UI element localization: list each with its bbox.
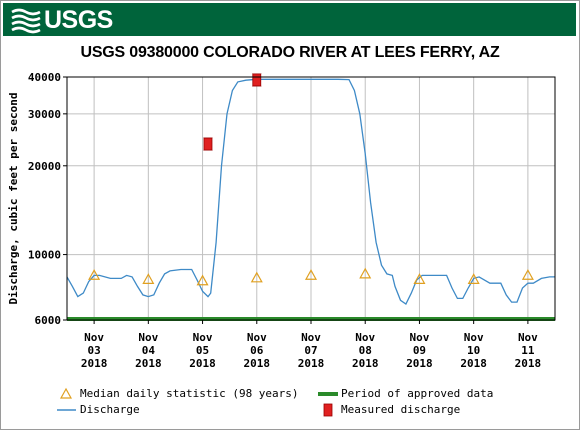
x-tick-label: 2018 <box>352 357 379 370</box>
median-daily-marker <box>250 271 263 283</box>
legend-label-approved: Period of approved data <box>341 387 494 400</box>
legend-median-icon <box>59 387 73 399</box>
median-daily-marker <box>413 273 426 284</box>
x-tick-label: 2018 <box>81 357 108 370</box>
y-tick-label: 20000 <box>28 160 61 173</box>
x-tick-label: 2018 <box>515 357 542 370</box>
legend-label-measured: Measured discharge <box>341 403 461 416</box>
x-tick-label: 06 <box>250 344 264 357</box>
x-tick-label: Nov <box>247 331 267 344</box>
x-tick-label: 09 <box>413 344 426 357</box>
median-daily-marker <box>359 267 372 279</box>
median-daily-marker <box>196 274 209 286</box>
x-tick-label: 10 <box>467 344 480 357</box>
x-tick-label: 03 <box>87 344 100 357</box>
legend-measured-icon <box>323 403 333 417</box>
median-daily-marker <box>304 268 318 280</box>
y-tick-label: 10000 <box>28 249 61 262</box>
x-tick-label: 08 <box>359 344 372 357</box>
x-tick-label: Nov <box>355 331 375 344</box>
x-tick-label: 2018 <box>298 357 325 370</box>
x-tick-label: 2018 <box>189 357 216 370</box>
legend-label-median: Median daily statistic (98 years) <box>80 387 299 400</box>
x-tick-label: Nov <box>464 331 484 344</box>
usgs-banner: USGS <box>3 3 576 36</box>
x-tick-label: Nov <box>138 331 158 344</box>
median-daily-marker <box>88 268 101 280</box>
x-tick-label: Nov <box>301 331 321 344</box>
x-tick-label: 2018 <box>406 357 433 370</box>
median-daily-marker <box>467 273 480 284</box>
legend-label-discharge: Discharge <box>80 403 140 416</box>
median-daily-marker <box>521 268 534 280</box>
y-tick-label: 6000 <box>35 314 62 327</box>
x-tick-label: Nov <box>193 331 213 344</box>
y-axis-label: Discharge, cubic feet per second <box>7 93 20 305</box>
y-tick-label: 30000 <box>28 108 61 121</box>
x-tick-label: 11 <box>521 344 535 357</box>
discharge-line <box>66 78 555 305</box>
measured-discharge-marker-body <box>252 73 262 87</box>
measured-discharge-marker-body <box>203 137 213 151</box>
x-tick-label: 2018 <box>244 357 271 370</box>
x-tick-label: 07 <box>304 344 317 357</box>
x-tick-label: 05 <box>196 344 209 357</box>
x-tick-label: Nov <box>84 331 104 344</box>
x-tick-label: 2018 <box>135 357 162 370</box>
x-tick-label: Nov <box>410 331 430 344</box>
x-tick-label: 2018 <box>460 357 487 370</box>
usgs-wave-icon <box>11 8 41 34</box>
x-tick-label: 04 <box>142 344 156 357</box>
x-tick-label: Nov <box>518 331 538 344</box>
median-daily-marker <box>142 273 155 284</box>
usgs-logo-text: USGS <box>44 6 113 34</box>
y-tick-label: 40000 <box>28 71 61 84</box>
chart-title: USGS 09380000 COLORADO RIVER AT LEES FER… <box>80 44 500 61</box>
usgs-logo[interactable]: USGS <box>10 6 113 34</box>
